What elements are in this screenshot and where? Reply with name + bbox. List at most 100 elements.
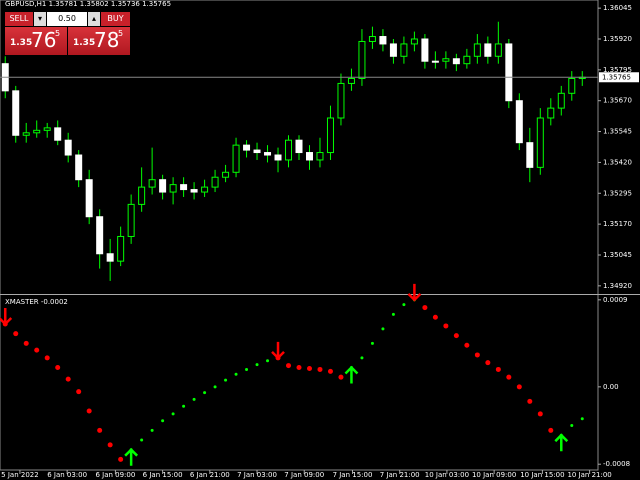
- candle-body: [22, 132, 30, 136]
- indicator-dot: [338, 374, 344, 380]
- indicator-dot: [548, 427, 554, 433]
- indicator-dot: [245, 367, 249, 371]
- y-tick-label: 1.35045: [603, 251, 632, 259]
- x-tick-label: 10 Jan 21:00: [567, 471, 611, 479]
- indicator-title: XMASTER -0.0002: [5, 298, 68, 306]
- y-tick-label: 1.35920: [603, 35, 632, 43]
- candle-body: [568, 77, 576, 94]
- indicator-dot: [485, 360, 491, 366]
- y-tick-label: 1.35170: [603, 220, 632, 228]
- candle-body: [505, 43, 513, 102]
- sell-price[interactable]: 1.35 76 5: [5, 27, 67, 55]
- candle-body: [211, 176, 219, 188]
- indicator-dot: [34, 347, 40, 353]
- indicator-dot: [317, 366, 323, 372]
- buy-price[interactable]: 1.35 78 5: [68, 27, 130, 55]
- sell-arrow: [271, 341, 285, 360]
- candle-body: [169, 184, 177, 193]
- indicator-dot: [570, 424, 574, 428]
- sell-button[interactable]: SELL: [5, 12, 33, 26]
- indicator-dot: [255, 363, 259, 367]
- indicator-dot: [44, 355, 50, 361]
- x-tick-label: 7 Jan 21:00: [380, 471, 420, 479]
- x-tick-label: 6 Jan 21:00: [190, 471, 230, 479]
- candle-body: [473, 43, 481, 57]
- indicator-dot: [474, 352, 480, 358]
- indicator-dot: [453, 333, 459, 339]
- indicator-dot: [527, 398, 533, 404]
- sell-arrow: [407, 283, 422, 302]
- candle-body: [85, 179, 93, 218]
- last-price-label: 1.35765: [602, 73, 631, 81]
- candle-body: [358, 40, 366, 79]
- indicator-dot: [55, 365, 61, 371]
- indicator-dot: [140, 438, 144, 442]
- candle-body: [557, 92, 565, 109]
- candle-body: [232, 144, 240, 173]
- y-tick-label: 0.00: [603, 383, 619, 391]
- indicator-dot: [182, 404, 186, 408]
- candle-body: [452, 58, 460, 65]
- buy-button[interactable]: BUY: [101, 12, 130, 26]
- indicator-dot: [86, 408, 92, 414]
- candle-body: [305, 152, 313, 161]
- x-tick-label: 10 Jan 09:00: [472, 471, 516, 479]
- lot-dropdown[interactable]: ▾: [34, 12, 46, 26]
- price-small: 5: [55, 29, 61, 38]
- candle-body: [12, 90, 20, 136]
- candle-body: [43, 127, 51, 131]
- x-tick-label: 6 Jan 09:00: [95, 471, 135, 479]
- candle-body: [410, 38, 418, 45]
- indicator-dot: [203, 391, 207, 395]
- candle-body: [96, 216, 104, 255]
- candle-body: [180, 184, 188, 191]
- candle-body: [253, 149, 261, 154]
- lot-input[interactable]: 0.50: [47, 12, 87, 26]
- indicator-dot: [580, 417, 584, 421]
- indicator-dot: [76, 389, 82, 395]
- x-tick-label: 6 Jan 15:00: [143, 471, 183, 479]
- price-small: 5: [118, 29, 124, 38]
- indicator-dot: [150, 428, 154, 432]
- x-tick-label: 7 Jan 15:00: [333, 471, 373, 479]
- indicator-dot: [516, 384, 522, 390]
- candle-body: [494, 43, 502, 57]
- candle-body: [442, 58, 450, 62]
- indicator-dot: [97, 427, 103, 433]
- indicator-dot: [381, 327, 385, 331]
- indicator-dot: [65, 376, 71, 382]
- x-tick-label: 5 Jan 2022: [1, 471, 39, 479]
- candle-body: [389, 43, 397, 57]
- candle-body: [159, 179, 167, 193]
- candle-body: [64, 139, 72, 156]
- price-main: 78: [94, 28, 120, 52]
- indicator-dot: [370, 341, 374, 345]
- last-price-box: [599, 72, 639, 83]
- candle-body: [526, 142, 534, 168]
- price-main: 76: [31, 28, 57, 52]
- x-tick-label: 10 Jan 03:00: [425, 471, 469, 479]
- buy-arrow: [344, 365, 359, 384]
- lot-dropdown[interactable]: ▴: [88, 12, 100, 26]
- candle-body: [106, 253, 114, 262]
- plot-frame: [0, 0, 599, 471]
- candle-body: [127, 203, 135, 237]
- candle-body: [54, 127, 62, 141]
- candle-body: [536, 117, 544, 168]
- candle-body: [347, 77, 355, 84]
- indicator-dot: [495, 366, 501, 372]
- indicator-dot: [432, 314, 438, 320]
- symbol-line: GBPUSD,H1 1.35781 1.35802 1.35736 1.3576…: [5, 0, 171, 8]
- indicator-dot: [296, 365, 302, 371]
- y-tick-label: 1.34920: [603, 282, 632, 290]
- y-tick-label: 1.35295: [603, 189, 632, 197]
- indicator-dot: [118, 456, 124, 462]
- buy-arrow: [554, 433, 569, 452]
- candle-body: [431, 60, 439, 63]
- candle-body: [421, 38, 429, 62]
- candle-body: [337, 82, 345, 119]
- indicator-dot: [107, 442, 113, 448]
- candle-body: [285, 139, 293, 161]
- price-big: 1.35: [73, 38, 96, 48]
- candle-body: [264, 152, 272, 156]
